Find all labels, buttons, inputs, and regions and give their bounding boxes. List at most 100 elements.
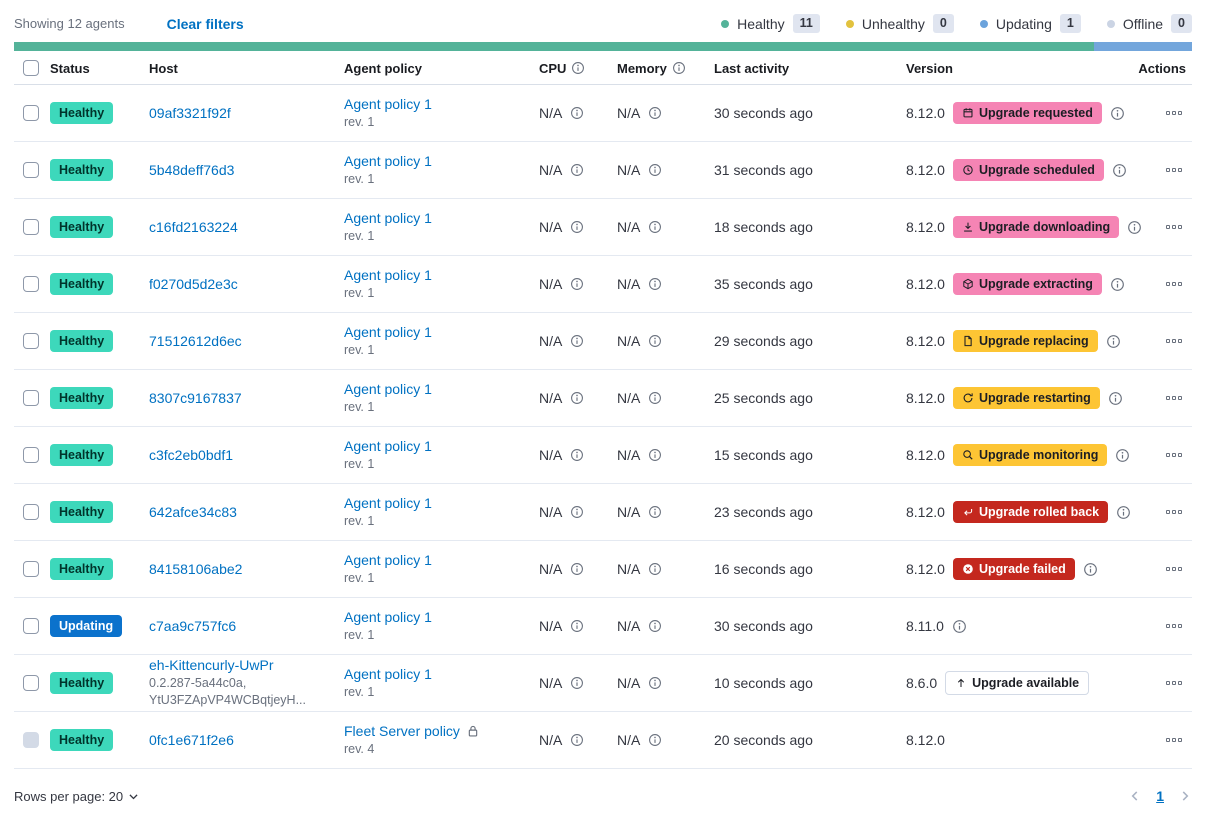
upgrade-badge[interactable]: Upgrade monitoring xyxy=(952,444,1108,466)
row-checkbox[interactable] xyxy=(23,219,39,235)
memory-value-info-icon[interactable] xyxy=(648,106,662,120)
select-all-checkbox[interactable] xyxy=(23,60,39,76)
host-link[interactable]: 0fc1e671f2e6 xyxy=(149,732,234,748)
cpu-value-info-icon[interactable] xyxy=(570,106,584,120)
row-checkbox[interactable] xyxy=(23,675,39,691)
upgrade-badge[interactable]: Upgrade rolled back xyxy=(952,501,1109,523)
host-link[interactable]: 71512612d6ec xyxy=(149,333,242,349)
row-actions-button[interactable] xyxy=(1162,563,1186,575)
version-info-icon[interactable] xyxy=(1106,334,1121,349)
host-link[interactable]: 642afce34c83 xyxy=(149,504,237,520)
upgrade-badge[interactable]: Upgrade replacing xyxy=(952,330,1098,352)
row-actions-button[interactable] xyxy=(1162,335,1186,347)
memory-value-info-icon[interactable] xyxy=(648,505,662,519)
cpu-value-info-icon[interactable] xyxy=(570,277,584,291)
memory-value-info-icon[interactable] xyxy=(648,562,662,576)
next-page-button[interactable] xyxy=(1178,789,1192,803)
previous-page-button[interactable] xyxy=(1128,789,1142,803)
row-actions-button[interactable] xyxy=(1162,221,1186,233)
row-checkbox[interactable] xyxy=(23,105,39,121)
row-actions-button[interactable] xyxy=(1162,620,1186,632)
host-link[interactable]: eh-Kittencurly-UwPr xyxy=(149,657,274,673)
legend-item-offline[interactable]: Offline 0 xyxy=(1106,14,1192,33)
memory-value-info-icon[interactable] xyxy=(648,676,662,690)
cpu-value-info-icon[interactable] xyxy=(570,562,584,576)
version-info-icon[interactable] xyxy=(1115,448,1130,463)
cpu-value-info-icon[interactable] xyxy=(570,334,584,348)
row-actions-button[interactable] xyxy=(1162,278,1186,290)
cpu-value-info-icon[interactable] xyxy=(570,619,584,633)
cpu-value-info-icon[interactable] xyxy=(570,220,584,234)
policy-link[interactable]: Fleet Server policy xyxy=(344,722,460,739)
version-info-icon[interactable] xyxy=(952,619,967,634)
host-link[interactable]: c7aa9c757fc6 xyxy=(149,618,237,634)
cpu-info-icon[interactable] xyxy=(571,61,585,75)
row-actions-button[interactable] xyxy=(1162,677,1186,689)
row-checkbox[interactable] xyxy=(23,447,39,463)
cpu-value-info-icon[interactable] xyxy=(570,163,584,177)
row-checkbox[interactable] xyxy=(23,390,39,406)
policy-link[interactable]: Agent policy 1 xyxy=(344,551,432,568)
upgrade-badge[interactable]: Upgrade extracting xyxy=(952,273,1102,295)
memory-value-info-icon[interactable] xyxy=(648,220,662,234)
row-checkbox[interactable] xyxy=(23,276,39,292)
page-number-button[interactable]: 1 xyxy=(1156,788,1164,804)
policy-link[interactable]: Agent policy 1 xyxy=(344,665,432,682)
upgrade-badge[interactable]: Upgrade failed xyxy=(952,558,1075,580)
memory-value-info-icon[interactable] xyxy=(648,163,662,177)
policy-link[interactable]: Agent policy 1 xyxy=(344,494,432,511)
version-info-icon[interactable] xyxy=(1112,163,1127,178)
policy-link[interactable]: Agent policy 1 xyxy=(344,437,432,454)
policy-link[interactable]: Agent policy 1 xyxy=(344,266,432,283)
memory-value-info-icon[interactable] xyxy=(648,277,662,291)
row-checkbox[interactable] xyxy=(23,561,39,577)
version-info-icon[interactable] xyxy=(1110,106,1125,121)
legend-item-healthy[interactable]: Healthy 11 xyxy=(721,14,820,33)
row-actions-button[interactable] xyxy=(1162,506,1186,518)
row-actions-button[interactable] xyxy=(1162,449,1186,461)
version-info-icon[interactable] xyxy=(1116,505,1131,520)
version-info-icon[interactable] xyxy=(1108,391,1123,406)
row-checkbox[interactable] xyxy=(23,618,39,634)
upgrade-badge[interactable]: Upgrade available xyxy=(945,671,1090,695)
upgrade-badge[interactable]: Upgrade requested xyxy=(952,102,1102,124)
clear-filters-button[interactable]: Clear filters xyxy=(166,15,244,32)
row-actions-button[interactable] xyxy=(1162,734,1186,746)
cpu-value-info-icon[interactable] xyxy=(570,448,584,462)
cpu-value-info-icon[interactable] xyxy=(570,676,584,690)
version-info-icon[interactable] xyxy=(1083,562,1098,577)
memory-value-info-icon[interactable] xyxy=(648,448,662,462)
memory-value-info-icon[interactable] xyxy=(648,619,662,633)
policy-link[interactable]: Agent policy 1 xyxy=(344,209,432,226)
row-actions-button[interactable] xyxy=(1162,107,1186,119)
row-checkbox[interactable] xyxy=(23,504,39,520)
cpu-value-info-icon[interactable] xyxy=(570,733,584,747)
policy-link[interactable]: Agent policy 1 xyxy=(344,95,432,112)
upgrade-badge[interactable]: Upgrade downloading xyxy=(952,216,1120,238)
row-checkbox[interactable] xyxy=(23,333,39,349)
host-link[interactable]: 8307c9167837 xyxy=(149,390,242,406)
legend-item-unhealthy[interactable]: Unhealthy 0 xyxy=(845,14,954,33)
policy-link[interactable]: Agent policy 1 xyxy=(344,608,432,625)
host-link[interactable]: 09af3321f92f xyxy=(149,105,231,121)
host-link[interactable]: c3fc2eb0bdf1 xyxy=(149,447,234,463)
memory-value-info-icon[interactable] xyxy=(648,733,662,747)
host-link[interactable]: c16fd2163224 xyxy=(149,219,238,235)
row-actions-button[interactable] xyxy=(1162,392,1186,404)
host-link[interactable]: 5b48deff76d3 xyxy=(149,162,235,178)
cpu-value-info-icon[interactable] xyxy=(570,505,584,519)
memory-value-info-icon[interactable] xyxy=(648,334,662,348)
policy-link[interactable]: Agent policy 1 xyxy=(344,380,432,397)
row-actions-button[interactable] xyxy=(1162,164,1186,176)
policy-link[interactable]: Agent policy 1 xyxy=(344,323,432,340)
memory-info-icon[interactable] xyxy=(672,61,686,75)
upgrade-badge[interactable]: Upgrade restarting xyxy=(952,387,1100,409)
policy-link[interactable]: Agent policy 1 xyxy=(344,152,432,169)
version-info-icon[interactable] xyxy=(1110,277,1125,292)
cpu-value-info-icon[interactable] xyxy=(570,391,584,405)
row-checkbox[interactable] xyxy=(23,162,39,178)
legend-item-updating[interactable]: Updating 1 xyxy=(979,14,1081,33)
host-link[interactable]: f0270d5d2e3c xyxy=(149,276,238,292)
host-link[interactable]: 84158106abe2 xyxy=(149,561,243,577)
memory-value-info-icon[interactable] xyxy=(648,391,662,405)
